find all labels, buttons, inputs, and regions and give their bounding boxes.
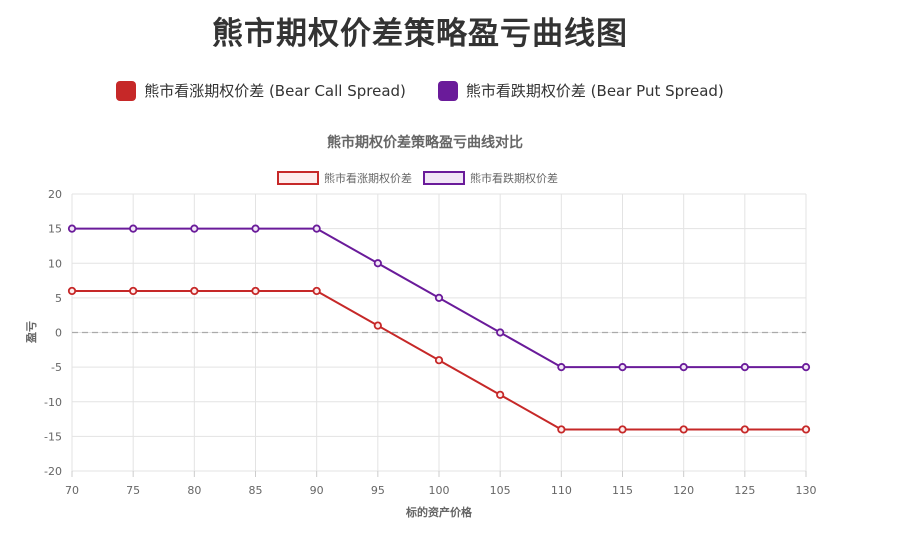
y-tick-label: -10 bbox=[44, 396, 62, 409]
x-tick-label: 85 bbox=[249, 484, 263, 497]
data-point[interactable] bbox=[801, 425, 811, 434]
data-point[interactable] bbox=[679, 363, 688, 372]
data-point[interactable] bbox=[251, 224, 260, 233]
data-point[interactable] bbox=[496, 328, 505, 337]
chart-legend: 熊市看涨期权价差 熊市看跌期权价差 bbox=[277, 171, 558, 185]
y-tick-label: 20 bbox=[48, 188, 62, 201]
page-title: 熊市期权价差策略盈亏曲线图 bbox=[212, 16, 628, 52]
x-tick-label: 125 bbox=[734, 484, 755, 497]
top-legend-item-bear-call[interactable]: 熊市看涨期权价差 (Bear Call Spread) bbox=[116, 80, 406, 101]
y-tick-label: 0 bbox=[55, 327, 62, 340]
data-point[interactable] bbox=[373, 321, 382, 330]
chart-legend-label-1: 熊市看跌期权价差 bbox=[470, 171, 558, 185]
chart-legend-label-0: 熊市看涨期权价差 bbox=[324, 171, 412, 185]
data-point[interactable] bbox=[67, 224, 77, 233]
chart-title: 熊市期权价差策略盈亏曲线对比 bbox=[327, 134, 523, 151]
data-point[interactable] bbox=[557, 363, 566, 372]
y-tick-label: 15 bbox=[48, 223, 62, 236]
data-point[interactable] bbox=[434, 293, 444, 302]
y-tick-label: 5 bbox=[55, 292, 62, 305]
data-point[interactable] bbox=[618, 363, 627, 372]
data-point[interactable] bbox=[679, 425, 688, 434]
legend-swatch-bear-call bbox=[116, 80, 137, 101]
x-tick-label: 95 bbox=[371, 484, 385, 497]
data-point[interactable] bbox=[740, 363, 749, 372]
x-tick-label: 130 bbox=[796, 484, 817, 497]
x-tick-label: 80 bbox=[187, 484, 201, 497]
legend-label-bear-put: 熊市看跌期权价差 (Bear Put Spread) bbox=[465, 82, 724, 100]
data-point[interactable] bbox=[190, 224, 199, 233]
data-point[interactable] bbox=[129, 224, 138, 233]
x-tick-label: 105 bbox=[490, 484, 511, 497]
grid bbox=[71, 193, 807, 477]
x-tick-label: 70 bbox=[65, 484, 79, 497]
data-point[interactable] bbox=[129, 286, 138, 296]
data-point[interactable] bbox=[434, 356, 444, 365]
y-axis: 20 15 10 5 0 -5 -10 -15 -20 bbox=[44, 188, 62, 478]
data-point[interactable] bbox=[190, 286, 199, 296]
x-tick-label: 75 bbox=[126, 484, 140, 497]
data-point[interactable] bbox=[740, 425, 749, 434]
x-tick-label: 115 bbox=[612, 484, 633, 497]
legend-swatch-bear-put bbox=[437, 80, 458, 101]
data-point[interactable] bbox=[67, 286, 77, 296]
x-tick-label: 90 bbox=[310, 484, 324, 497]
x-axis-label: 标的资产价格 bbox=[405, 505, 473, 519]
data-point[interactable] bbox=[312, 224, 321, 233]
data-point[interactable] bbox=[801, 363, 811, 372]
x-axis: 70 75 80 85 90 95 100 105 110 115 120 125 130 bbox=[65, 484, 817, 497]
data-point[interactable] bbox=[312, 286, 321, 296]
data-point[interactable] bbox=[251, 286, 260, 296]
y-tick-label: -5 bbox=[51, 361, 62, 374]
y-tick-label: -15 bbox=[44, 430, 62, 443]
x-tick-label: 100 bbox=[429, 484, 450, 497]
y-axis-label: 盈亏 bbox=[25, 321, 38, 344]
series-layer bbox=[67, 224, 811, 434]
y-tick-label: 10 bbox=[48, 257, 62, 270]
chart-legend-box-1[interactable] bbox=[423, 171, 465, 185]
legend-label-bear-call: 熊市看涨期权价差 (Bear Call Spread) bbox=[144, 82, 406, 100]
data-point[interactable] bbox=[496, 390, 505, 399]
data-point[interactable] bbox=[373, 259, 382, 268]
data-point[interactable] bbox=[618, 425, 627, 434]
data-point[interactable] bbox=[557, 425, 566, 434]
y-tick-label: -20 bbox=[44, 465, 62, 478]
x-tick-label: 110 bbox=[551, 484, 572, 497]
top-legend-item-bear-put[interactable]: 熊市看跌期权价差 (Bear Put Spread) bbox=[437, 80, 724, 101]
chart-legend-box-0[interactable] bbox=[277, 171, 319, 185]
top-legend: 熊市看涨期权价差 (Bear Call Spread) 熊市看跌期权价差 (Be… bbox=[0, 80, 840, 101]
x-tick-label: 120 bbox=[673, 484, 694, 497]
